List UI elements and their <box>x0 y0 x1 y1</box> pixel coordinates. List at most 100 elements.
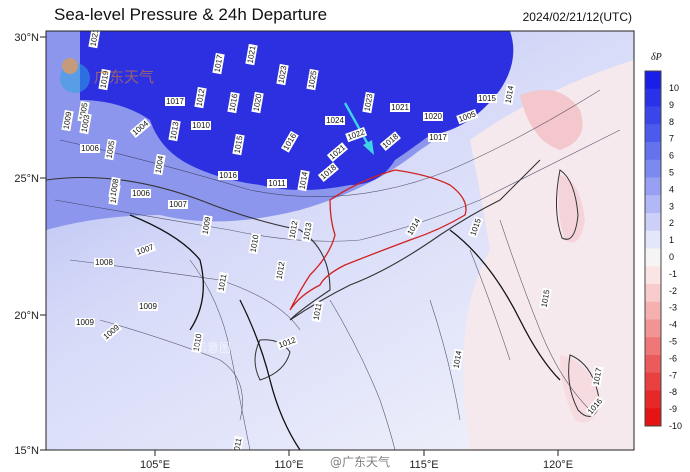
isobar-label-background <box>227 91 240 114</box>
isobar-label: 1008 <box>109 177 121 197</box>
isobar-label-background <box>75 318 95 327</box>
colorbar-tick-label: -8 <box>669 387 677 397</box>
isobar-label: 1023 <box>277 64 289 84</box>
colorbar-swatch <box>645 248 661 267</box>
major-isobar-lines <box>129 214 561 450</box>
isobar-label: 1017 <box>166 97 184 106</box>
map-datetime: 2024/02/21/12(UTC) <box>522 10 632 24</box>
isobar-label: 1011 <box>268 179 286 188</box>
isobar-label-background <box>232 133 245 156</box>
isobar-label-background <box>326 142 348 162</box>
isobar-lines <box>54 89 621 450</box>
isobar-label-background <box>191 121 211 130</box>
lon-label-110: 110°E <box>274 459 303 471</box>
isobar-label-background <box>274 259 287 282</box>
lat-label-30: 30°N <box>14 32 39 44</box>
colorbar-tick-label: -5 <box>669 337 677 347</box>
colorbar-tick-label: -4 <box>669 320 677 330</box>
colorbar-swatch <box>645 301 661 320</box>
footer-watermark: @广东天气 <box>330 454 390 469</box>
isobar-label: 1020 <box>424 112 442 121</box>
colorbar-tick-label: -6 <box>669 353 677 363</box>
lon-label-120: 120°E <box>543 459 573 471</box>
isobar-label-background <box>168 200 188 209</box>
isobar-label-background <box>428 133 448 142</box>
lon-label-105: 105°E <box>140 459 170 471</box>
colorbar-swatch <box>645 230 661 249</box>
isobar-label: 1003 <box>80 113 92 133</box>
colorbar-tick-label: -1 <box>669 269 677 279</box>
isobar-label-background <box>153 153 166 176</box>
isobar-label: 1008 <box>95 258 113 267</box>
isobar-label-background <box>231 435 244 450</box>
isobar-label-background <box>317 162 339 182</box>
isobar-label-background <box>251 91 264 114</box>
colorbar-tick-label: -10 <box>669 421 682 431</box>
colorbar-tick-label: 4 <box>669 184 674 194</box>
isobar-label: 1021 <box>246 44 258 64</box>
isobar-label: 1013 <box>169 120 181 140</box>
isobar-label: 1010 <box>192 332 204 352</box>
isobar-label: 1021 <box>89 27 101 47</box>
isobar-label-background <box>131 189 151 198</box>
colorbar-swatch <box>645 213 661 232</box>
isobar-label: 1006 <box>81 144 99 153</box>
colorbar-tick-label: -9 <box>669 404 677 414</box>
map-title: Sea-level Pressure & 24h Departure <box>54 5 328 24</box>
isobar-label-background <box>423 112 443 121</box>
isobar-label-background <box>104 138 117 161</box>
negative-departure-area <box>558 175 585 243</box>
negative-departure-area <box>520 90 583 150</box>
isobar-label-background <box>456 109 479 125</box>
isobar-label-background <box>129 118 151 138</box>
isobar-label-background <box>100 322 122 342</box>
isobar-label-background <box>191 331 204 354</box>
colorbar-tick-label: 3 <box>669 201 674 211</box>
colorbar-tick-label: 7 <box>669 134 674 144</box>
isobar-label: 1023 <box>363 92 375 112</box>
isobar-label-background <box>94 258 114 267</box>
isobar-label-background <box>108 176 121 199</box>
colorbar-swatch <box>645 408 661 427</box>
isobar-label: 1009 <box>76 318 94 327</box>
isobar-label: 1012 <box>195 87 207 107</box>
diagram-watermark: 示意图 <box>195 340 231 355</box>
lat-label-20: 20°N <box>14 310 39 322</box>
isobar-label-background <box>276 335 299 351</box>
isobar-label-background <box>98 68 111 91</box>
isobar-label: 1016 <box>219 171 237 180</box>
isobar-label: 1013 <box>302 221 314 241</box>
isobar-label-background <box>165 97 185 106</box>
isobar-label-background <box>218 171 238 180</box>
isobar-label: 1009 <box>201 215 213 235</box>
isobar-label-background <box>379 131 401 151</box>
colorbar-swatch <box>645 372 661 391</box>
isobar-label: 1007 <box>169 200 187 209</box>
isobar-label-background <box>297 169 310 192</box>
isobar-label-background <box>468 216 484 239</box>
isobar-label: 1017 <box>429 133 447 142</box>
colorbar-tick-label: 1 <box>669 235 674 245</box>
isobar-label-background <box>212 52 225 75</box>
guangdong-outline <box>289 169 467 311</box>
longitude-axis: 105°E 110°E 115°E 120°E <box>140 450 573 471</box>
isobar-label: 1011 <box>232 437 244 456</box>
isobar-label-background <box>200 214 213 237</box>
isobar-label-background <box>287 218 300 241</box>
colorbar-tick-label: 10 <box>669 83 679 93</box>
isobar-label-background <box>591 365 604 388</box>
isobar-label: 1010 <box>192 121 210 130</box>
colorbar-swatch <box>645 124 661 143</box>
isobar-label-background <box>503 83 516 106</box>
isobar-label: 1016 <box>228 92 240 112</box>
colorbar-swatch <box>645 319 661 338</box>
isobar-label-background <box>362 91 375 114</box>
logo-watermark: 广东天气 <box>60 58 154 93</box>
strong-positive-departure-area <box>80 31 514 190</box>
isobar-label: 1009 <box>62 110 74 130</box>
isobar-label-background <box>301 220 314 243</box>
isobar-label: 1024 <box>326 116 344 125</box>
